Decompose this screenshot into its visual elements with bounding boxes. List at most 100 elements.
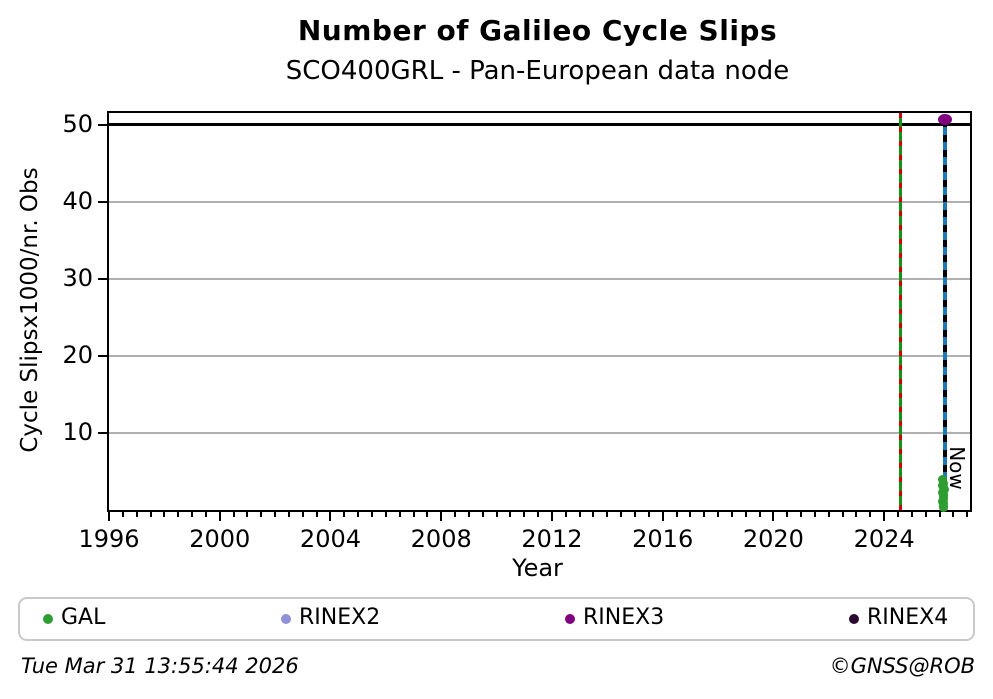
point-rinex3 [938,114,953,126]
x-minor-tick [938,512,941,517]
x-minor-tick [592,512,595,517]
x-minor-tick [121,512,124,517]
x-minor-tick [454,512,457,517]
y-tick-20 [98,354,107,357]
legend-marker-rinex3-icon [565,614,575,624]
x-minor-tick [260,512,263,517]
x-minor-tick [537,512,540,517]
x-minor-tick [675,512,678,517]
footer-timestamp: Tue Mar 31 13:55:44 2026 [21,654,299,678]
legend-label-rinex3: RINEX3 [583,605,665,630]
x-minor-tick [897,512,900,517]
x-minor-tick [495,512,498,517]
chart-subtitle: SCO400GRL - Pan-European data node [285,56,790,86]
x-minor-tick [509,512,512,517]
x-minor-tick [232,512,235,517]
x-minor-tick [523,512,526,517]
x-minor-tick [813,512,816,517]
y-tick-10 [98,431,107,434]
gridline-y-30 [109,277,970,280]
x-minor-tick [841,512,844,517]
x-minor-tick [647,512,650,517]
x-minor-tick [578,512,581,517]
x-axis-label: Year [512,554,563,582]
gridline-y-40 [109,200,970,203]
now-vline-blue-black [943,119,948,510]
threshold-line-50 [109,123,970,127]
x-tick-label-2024: 2024 [853,525,915,553]
y-tick-40 [98,200,107,203]
x-minor-tick [634,512,636,517]
x-tick-2008 [440,512,443,521]
gridline-y-10 [109,431,970,434]
x-minor-tick [412,512,415,517]
y-axis-label: Cycle Slipsx1000/nr. Obs [17,167,43,453]
x-minor-tick [177,512,180,517]
x-tick-1996 [108,512,110,521]
x-minor-tick [855,512,858,517]
x-minor-tick [371,512,373,517]
x-minor-tick [315,512,318,517]
x-tick-2016 [661,512,664,521]
x-tick-label-2020: 2020 [742,525,804,553]
x-minor-tick [564,512,567,517]
x-minor-tick [481,512,484,517]
x-minor-tick [827,512,830,517]
x-tick-label-2012: 2012 [521,525,583,553]
x-minor-tick [924,512,927,517]
x-minor-tick [689,512,692,517]
x-tick-2000 [218,512,221,521]
x-minor-tick [398,512,401,517]
x-minor-tick [204,512,207,517]
x-minor-tick [730,512,733,517]
x-minor-tick [744,512,747,517]
legend-label-rinex2: RINEX2 [299,605,381,630]
y-tick-label-20: 20 [62,340,93,369]
x-minor-tick [191,512,194,517]
x-minor-tick [758,512,761,517]
y-tick-50 [98,123,107,126]
x-tick-label-2008: 2008 [410,525,472,553]
legend-marker-rinex4-icon [849,614,859,624]
x-minor-tick [786,512,789,517]
event-vline-red-green [899,113,903,510]
chart-title: Number of Galileo Cycle Slips [297,14,778,47]
x-minor-tick [287,512,290,517]
x-minor-tick [606,512,609,517]
plot-area: 10 20 30 40 50 1996 2000 2004 2008 2012 2016 2020 20… [62,111,972,553]
x-minor-tick [384,512,387,517]
x-minor-tick [467,512,470,517]
x-minor-tick [149,512,152,517]
plot-inner: 10 20 30 40 50 1996 2000 2004 2008 2012 2016 2020 20… [62,111,970,553]
x-minor-tick [703,512,706,517]
y-tick-label-10: 10 [62,417,93,446]
x-tick-label-2004: 2004 [299,525,361,553]
x-tick-2012 [550,512,553,521]
x-tick-2004 [329,512,332,521]
gridline-y-20 [109,354,970,357]
x-minor-tick [620,512,623,517]
x-minor-tick [135,512,138,517]
x-minor-tick [343,512,346,517]
x-minor-tick [163,512,166,517]
x-minor-tick [966,512,969,517]
x-minor-tick [717,512,720,517]
y-tick-label-30: 30 [62,263,93,292]
legend: GAL RINEX2 RINEX3 RINEX4 [18,597,975,641]
x-tick-label-2000: 2000 [189,525,251,553]
x-minor-tick [301,512,304,517]
x-minor-tick [869,512,872,517]
x-minor-tick [274,512,277,517]
legend-marker-gal-icon [43,614,53,624]
x-minor-tick [910,512,913,517]
y-tick-label-50: 50 [62,109,93,138]
legend-marker-rinex2-icon [281,614,291,624]
x-tick-label-2016: 2016 [632,525,694,553]
x-tick-label-1996: 1996 [78,525,140,553]
y-tick-30 [98,277,107,280]
x-minor-tick [952,512,955,517]
x-minor-tick [426,512,429,517]
y-tick-label-40: 40 [62,186,93,215]
x-tick-2020 [772,512,775,521]
point-gal [939,503,949,513]
